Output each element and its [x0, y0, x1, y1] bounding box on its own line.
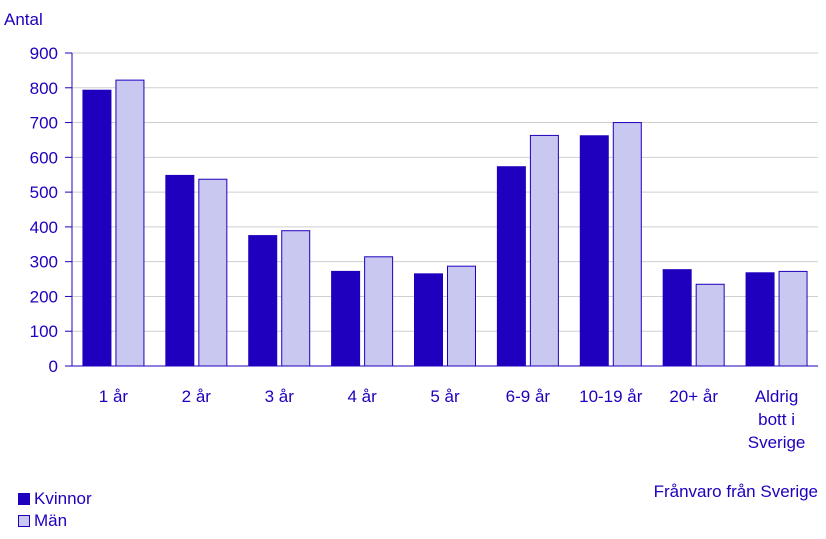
bar-man — [447, 265, 476, 367]
bar-kvinnor — [165, 174, 195, 367]
x-tick-label: 10-19 år — [579, 387, 643, 406]
bar-man — [198, 178, 228, 367]
legend: Kvinnor Män — [18, 488, 92, 532]
axes — [65, 52, 818, 367]
x-axis-title: Frånvaro från Sverige — [654, 482, 818, 501]
y-axis-title: Antal — [4, 10, 43, 29]
y-tick-label: 300 — [30, 253, 58, 272]
bar-kvinnor — [331, 270, 361, 367]
x-tick-label: Aldrig bott i Sverige — [748, 387, 806, 452]
y-tick-label: 100 — [30, 322, 58, 341]
bars — [82, 79, 808, 367]
y-tick-label: 400 — [30, 218, 58, 237]
legend-item-kvinnor: Kvinnor — [18, 488, 92, 510]
bar-kvinnor — [496, 166, 526, 367]
bar-kvinnor — [248, 235, 278, 367]
x-tick-label: 6-9 år — [506, 387, 551, 406]
bar-kvinnor — [745, 272, 775, 367]
bar-kvinnor — [82, 89, 112, 367]
x-tick-label: 1 år — [99, 387, 129, 406]
bar-man — [778, 270, 808, 367]
y-tick-label: 900 — [30, 44, 58, 63]
legend-label-man: Män — [34, 511, 68, 530]
bar-man — [612, 122, 642, 367]
y-tick-label: 600 — [30, 148, 58, 167]
bar-man — [281, 230, 311, 367]
bar-kvinnor — [662, 269, 692, 367]
y-tick-labels: 0 100 200 300 400 500 600 700 800 900 — [30, 44, 58, 376]
y-tick-label: 800 — [30, 79, 58, 98]
y-tick-label: 700 — [30, 114, 58, 133]
x-tick-label: 5 år — [430, 387, 460, 406]
x-tick-label: 3 år — [265, 387, 295, 406]
bar-kvinnor — [579, 135, 609, 367]
x-tick-label: 4 år — [347, 387, 377, 406]
x-tick-label: 2 år — [182, 387, 212, 406]
legend-swatch-kvinnor — [18, 493, 30, 505]
bar-man — [529, 134, 559, 367]
legend-label-kvinnor: Kvinnor — [34, 489, 92, 508]
legend-swatch-man — [18, 515, 30, 527]
bar-kvinnor — [414, 273, 443, 367]
bar-man — [695, 283, 725, 367]
legend-item-man: Män — [18, 510, 92, 532]
gridlines — [72, 52, 818, 332]
x-tick-label: 20+ år — [669, 387, 718, 406]
bar-man — [115, 79, 145, 367]
y-tick-label: 0 — [49, 357, 58, 376]
x-tick-labels: 1 år 2 år 3 år 4 år 5 år 6-9 år 10-19 år 20+ år… — [99, 387, 806, 452]
bar-man — [364, 256, 394, 367]
y-tick-label: 500 — [30, 183, 58, 202]
y-tick-label: 200 — [30, 287, 58, 306]
